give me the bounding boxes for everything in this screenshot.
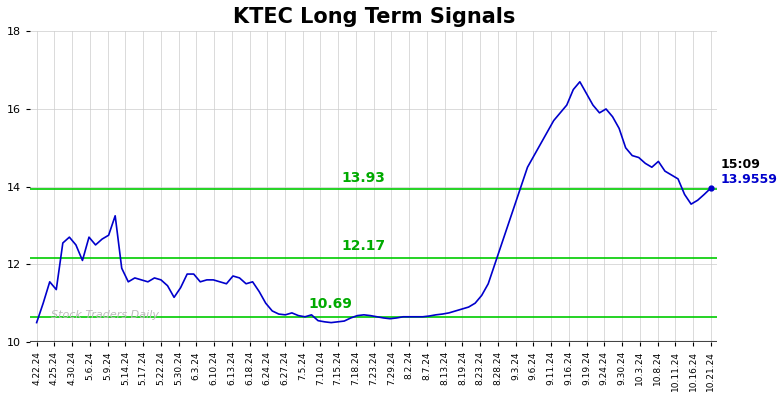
Text: 13.9559: 13.9559 [720,173,778,186]
Text: Stock Traders Daily: Stock Traders Daily [51,310,158,320]
Text: 15:09: 15:09 [720,158,760,171]
Text: 12.17: 12.17 [342,239,386,253]
Title: KTEC Long Term Signals: KTEC Long Term Signals [233,7,515,27]
Text: 10.69: 10.69 [308,297,352,310]
Text: 13.93: 13.93 [342,171,386,185]
